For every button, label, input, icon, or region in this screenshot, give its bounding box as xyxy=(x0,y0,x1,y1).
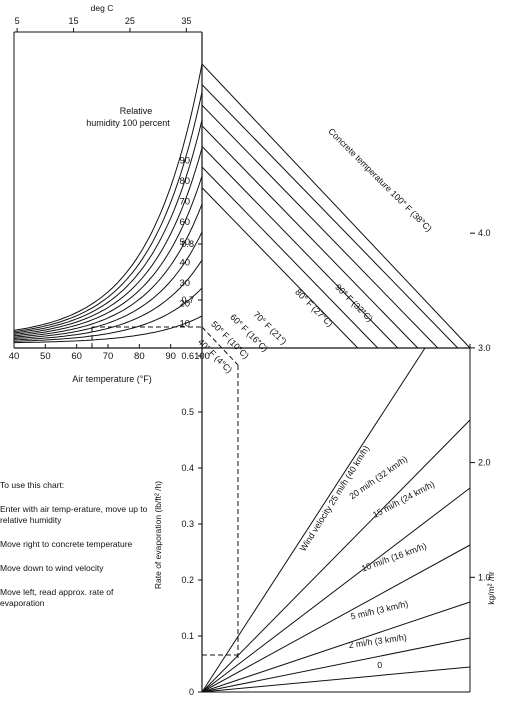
air-temp-tick-label: 90 xyxy=(165,351,176,362)
concrete-temperature-label: Concrete temperature 100° F (38°C) xyxy=(326,126,434,234)
chart-marks xyxy=(13,63,471,693)
instruction-step-1: Enter with air temp-erature, move up to … xyxy=(0,504,148,525)
humidity-curve xyxy=(13,119,203,334)
example-guide-line xyxy=(201,326,239,366)
concrete-temperature-line xyxy=(201,146,399,349)
wind-velocity-line xyxy=(201,601,471,693)
metric-evaporation-tick-label: 3.0 xyxy=(478,343,491,353)
humidity-curve-label: 40 xyxy=(179,258,190,269)
humidity-curve xyxy=(13,231,203,339)
evaporation-tick-label: 0.8 xyxy=(181,239,194,249)
humidity-curve xyxy=(13,259,203,341)
humidity-curve xyxy=(13,203,203,338)
concrete-temperature-line xyxy=(201,63,471,349)
celsius-tick-label: 15 xyxy=(69,16,79,26)
wind-velocity-label: Wind velocity 25 mi/h (40 km/h) xyxy=(298,444,372,553)
wind-velocity-line xyxy=(201,419,471,693)
instruction-step-3: Move down to wind velocity xyxy=(0,563,104,573)
concrete-temperature-label: 80° F (27°C) xyxy=(293,287,335,329)
concrete-temperature-line xyxy=(201,104,439,349)
humidity-curve xyxy=(13,63,203,331)
air-temp-tick-label: 70 xyxy=(103,351,114,362)
wind-velocity-label: 5 mi/h (3 km/h) xyxy=(350,599,409,622)
instructions: To use this chart: Enter with air temp-e… xyxy=(0,480,160,622)
metric-evaporation-tick-label: 4.0 xyxy=(478,228,491,238)
evaporation-axis-label: Rate of evaporation (lb/ft² /h) xyxy=(153,481,163,589)
humidity-curve xyxy=(13,147,203,335)
concrete-temperature-line xyxy=(201,125,419,349)
wind-velocity-label: 15 mi/h (24 km/h) xyxy=(371,479,436,520)
evaporation-tick-label: 0.2 xyxy=(181,575,194,585)
wind-velocity-line xyxy=(201,637,471,693)
humidity-curve-label: 20 xyxy=(179,298,190,309)
celsius-tick-label: 35 xyxy=(181,16,191,26)
wind-velocity-line xyxy=(201,487,471,693)
air-temperature-axis-label: Air temperature (°F) xyxy=(72,374,152,384)
evaporation-tick-label: 0.3 xyxy=(181,519,194,529)
evaporation-tick-label: 0.7 xyxy=(181,295,194,305)
evaporation-tick-label: 0.6 xyxy=(181,351,194,361)
wind-velocity-label: 0 xyxy=(377,660,383,670)
instruction-step-4: Move left, read approx. rate of evaporat… xyxy=(0,587,114,608)
air-temp-tick-label: 60 xyxy=(71,351,82,362)
wind-velocity-line xyxy=(201,544,471,693)
air-temp-tick-label: 40 xyxy=(9,351,20,362)
evaporation-tick-label: 0 xyxy=(189,687,194,697)
concrete-temperature-label: 90° F (32°C) xyxy=(333,282,375,324)
humidity-curve xyxy=(13,91,203,333)
humidity-curve-label: 10 xyxy=(179,319,190,330)
humidity-curve xyxy=(13,175,203,337)
instructions-title: To use this chart: xyxy=(0,480,65,490)
humidity-curve-label: 60 xyxy=(179,217,190,228)
metric-evaporation-axis-label: kg/m² /hr xyxy=(486,571,496,605)
wind-velocity-label: 2 mi/h (3 km/h) xyxy=(348,632,408,650)
humidity-title-line-2: humidity 100 percent xyxy=(86,118,170,128)
concrete-temperature-line xyxy=(201,187,359,349)
metric-evaporation-tick-label: 1.0 xyxy=(478,572,491,582)
air-temp-tick-label: 50 xyxy=(40,351,51,362)
evaporation-tick-label: 0.4 xyxy=(181,463,194,473)
instruction-step-2: Move right to concrete temperature xyxy=(0,539,133,549)
humidity-curve xyxy=(14,315,203,344)
wind-velocity-line xyxy=(201,347,426,693)
concrete-temperature-line xyxy=(201,166,379,349)
metric-evaporation-tick-label: 2.0 xyxy=(478,458,491,468)
celsius-tick-label: 25 xyxy=(125,16,135,26)
humidity-title-line-1: Relative xyxy=(120,106,153,116)
concrete-temperature-line xyxy=(201,84,459,349)
air-temp-tick-label: 100 xyxy=(194,351,210,362)
celsius-tick-label: 5 xyxy=(15,16,20,26)
humidity-curve-label: 30 xyxy=(179,278,190,289)
evaporation-tick-label: 0.5 xyxy=(181,407,194,417)
wind-velocity-line xyxy=(201,666,471,693)
air-temp-tick-label: 80 xyxy=(134,351,145,362)
humidity-curve-label: 80 xyxy=(179,176,190,187)
chart-frame xyxy=(13,28,475,693)
humidity-curve-label: 50 xyxy=(179,237,190,248)
humidity-curve xyxy=(14,287,203,342)
celsius-axis-title: deg C xyxy=(91,3,114,13)
humidity-curve-label: 90 xyxy=(179,156,190,167)
evaporation-tick-label: 0.1 xyxy=(181,631,194,641)
humidity-curve-label: 70 xyxy=(179,196,190,207)
